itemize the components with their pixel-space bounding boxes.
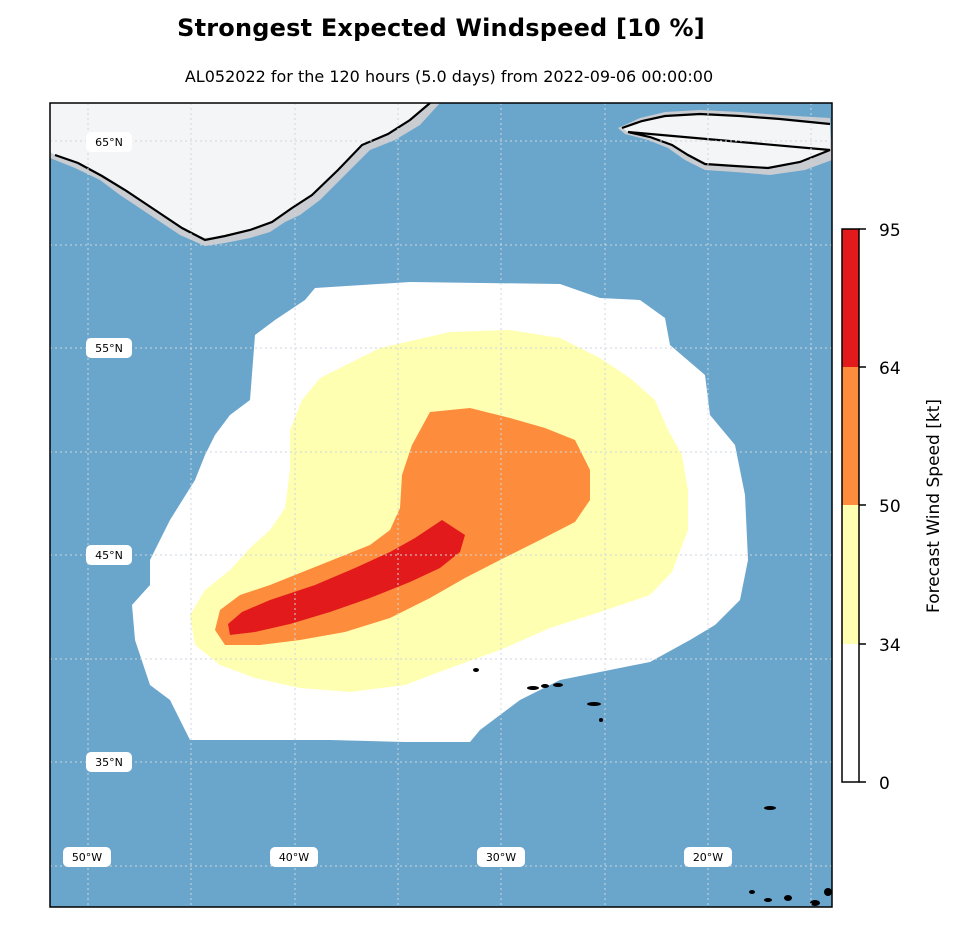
colorbar-tick-95: 95 bbox=[879, 221, 901, 241]
colorbar-tick-0: 0 bbox=[879, 774, 890, 794]
map-gridlines bbox=[50, 103, 832, 907]
svg-text:55°N: 55°N bbox=[95, 342, 123, 355]
map-frame bbox=[49, 102, 833, 908]
svg-text:35°N: 35°N bbox=[95, 756, 123, 769]
lon-label-20w: 20°W bbox=[684, 847, 732, 867]
svg-text:20°W: 20°W bbox=[693, 851, 723, 864]
lon-label-30w: 30°W bbox=[477, 847, 525, 867]
colorbar: 95 64 50 34 0 Forecast Wind Speed [kt] bbox=[841, 221, 944, 794]
colorbar-bin-34-50 bbox=[842, 505, 859, 644]
canary-islands bbox=[749, 888, 832, 906]
colorbar-title: Forecast Wind Speed [kt] bbox=[924, 399, 944, 613]
svg-text:45°N: 45°N bbox=[95, 549, 123, 562]
lat-label-45: 45°N bbox=[86, 545, 132, 565]
madeira-island bbox=[764, 806, 776, 810]
lon-label-40w: 40°W bbox=[270, 847, 318, 867]
colorbar-bin-64-95 bbox=[842, 229, 859, 367]
wind-swath-50-64kt bbox=[215, 408, 590, 645]
svg-text:65°N: 65°N bbox=[95, 136, 123, 149]
lat-label-35: 35°N bbox=[86, 752, 132, 772]
colorbar-tick-50: 50 bbox=[879, 497, 901, 517]
wind-swath-64-95kt bbox=[228, 520, 465, 635]
lon-label-50w: 50°W bbox=[63, 847, 111, 867]
svg-text:40°W: 40°W bbox=[279, 851, 309, 864]
colorbar-bin-0-34 bbox=[842, 644, 859, 782]
colorbar-tick-64: 64 bbox=[879, 359, 901, 379]
svg-text:50°W: 50°W bbox=[72, 851, 102, 864]
svg-text:30°W: 30°W bbox=[486, 851, 516, 864]
azores-islands bbox=[473, 668, 603, 722]
lat-label-55: 55°N bbox=[86, 338, 132, 358]
colorbar-bin-50-64 bbox=[842, 367, 859, 505]
map-title: Strongest Expected Windspeed [10 %] bbox=[177, 14, 705, 42]
map-subtitle: AL052022 for the 120 hours (5.0 days) fr… bbox=[184, 67, 714, 86]
lat-label-65: 65°N bbox=[86, 132, 132, 152]
colorbar-tick-34: 34 bbox=[879, 636, 901, 656]
